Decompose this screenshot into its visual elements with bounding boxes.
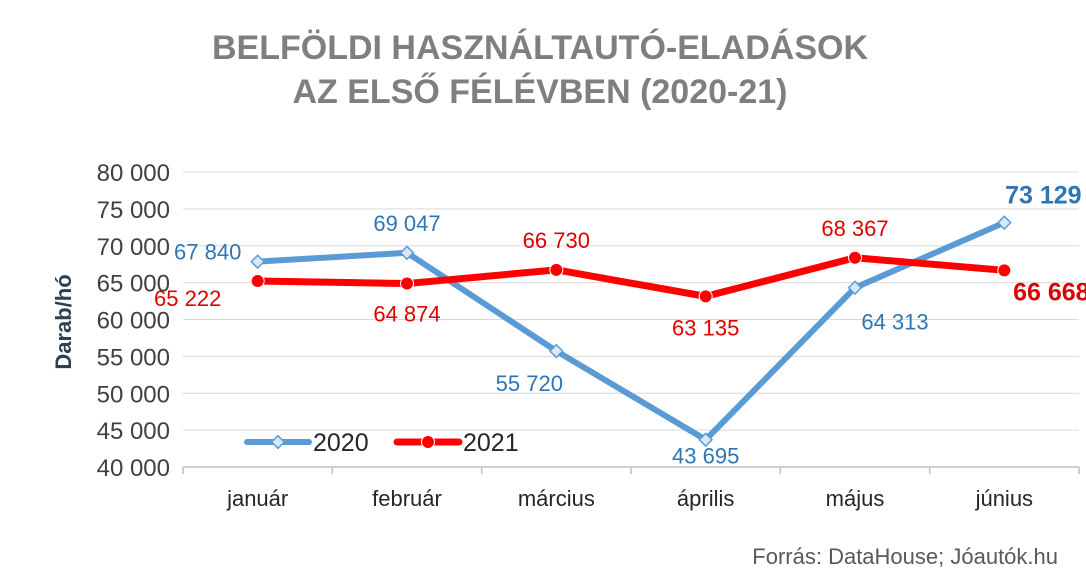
point-2021 — [997, 263, 1012, 278]
x-tick-label: május — [826, 486, 885, 511]
y-tick-label: 65 000 — [97, 271, 170, 298]
x-tick-label: április — [677, 486, 734, 511]
data-label-2021: 68 367 — [821, 216, 888, 241]
point-2021 — [400, 276, 414, 291]
data-labels: 67 840 69 047 55 720 43 695 64 313 73 129 65 2… — [154, 182, 1086, 469]
y-tick-label: 60 000 — [97, 308, 170, 335]
point-2020 — [996, 215, 1012, 231]
y-tick-label: 55 000 — [97, 344, 170, 371]
legend: 2020 2021 — [244, 429, 519, 457]
point-2021 — [698, 289, 713, 304]
data-label-2021: 63 135 — [672, 315, 739, 340]
y-tick-label: 40 000 — [97, 455, 170, 482]
axes: 40 000 45 000 50 000 55 000 60 000 65 000 70 0… — [51, 160, 1080, 511]
x-tick-label: március — [518, 486, 595, 511]
x-tick-label: január — [226, 486, 288, 511]
point-2020 — [548, 343, 564, 359]
point-2020 — [698, 432, 714, 448]
y-tick-label: 75 000 — [97, 197, 170, 224]
point-2021 — [848, 250, 862, 265]
x-tick-label: június — [975, 486, 1033, 511]
y-tick-label: 45 000 — [97, 418, 170, 445]
series-lines — [250, 215, 1012, 448]
series-line-2020 — [254, 219, 1008, 443]
source-note: Forrás: DataHouse; Jóautók.hu — [752, 544, 1058, 569]
data-label-2020: 64 313 — [861, 310, 928, 335]
legend-label-2021: 2021 — [463, 429, 519, 457]
data-label-2021: 65 222 — [154, 286, 221, 311]
point-2020 — [250, 254, 266, 270]
y-axis-title: Darab/hó — [51, 274, 76, 369]
data-label-2020: 73 129 — [1005, 182, 1081, 210]
series-line-2021 — [254, 254, 1008, 300]
chart-title-line2: AZ ELSŐ FÉLÉVBEN (2020-21) — [292, 73, 788, 111]
data-label-2021: 64 874 — [373, 302, 440, 327]
legend-label-2020: 2020 — [313, 429, 369, 457]
data-label-2020: 67 840 — [174, 240, 241, 265]
x-tick-label: február — [372, 486, 442, 511]
point-2020 — [847, 280, 863, 296]
chart-title: BELFÖLDI HASZNÁLTAUTÓ-ELADÁSOK AZ ELSŐ F… — [0, 26, 1080, 114]
point-2021 — [250, 273, 265, 288]
data-label-2021: 66 668 — [1013, 278, 1086, 306]
data-label-2020: 43 695 — [672, 444, 739, 469]
y-tick-label: 80 000 — [97, 160, 170, 187]
chart-title-line1: BELFÖLDI HASZNÁLTAUTÓ-ELADÁSOK — [211, 29, 868, 67]
legend-marker-2020 — [270, 434, 286, 450]
y-tick-label: 70 000 — [97, 234, 170, 261]
point-2020 — [399, 245, 415, 261]
point-2021 — [549, 262, 564, 277]
gridlines — [183, 171, 1079, 468]
y-tick-label: 50 000 — [97, 381, 170, 408]
legend-marker-2021 — [421, 435, 435, 449]
data-label-2020: 69 047 — [373, 211, 440, 236]
data-label-2021: 66 730 — [523, 228, 590, 253]
data-label-2020: 55 720 — [496, 371, 563, 396]
